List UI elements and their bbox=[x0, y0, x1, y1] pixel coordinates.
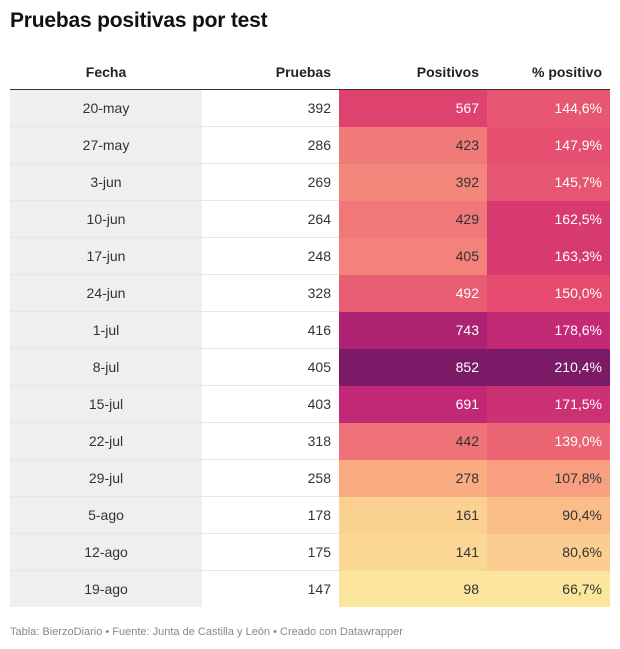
cell-pct-positivo: 210,4% bbox=[487, 348, 610, 386]
footer-credits: Tabla: BierzoDiario • Fuente: Junta de C… bbox=[10, 626, 403, 638]
header-row: Fecha Pruebas Positivos % positivo bbox=[10, 54, 610, 90]
cell-positivos: 852 bbox=[339, 348, 487, 386]
table-row: 27-may 286 423 147,9% bbox=[10, 126, 610, 164]
cell-positivos: 98 bbox=[339, 570, 487, 607]
cell-pruebas: 392 bbox=[202, 89, 339, 127]
cell-pruebas: 248 bbox=[202, 237, 339, 275]
cell-fecha: 24-jun bbox=[10, 274, 202, 312]
cell-positivos: 567 bbox=[339, 89, 487, 127]
table-row: 19-ago 147 98 66,7% bbox=[10, 570, 610, 607]
cell-pruebas: 318 bbox=[202, 422, 339, 460]
cell-fecha: 1-jul bbox=[10, 311, 202, 349]
cell-fecha: 10-jun bbox=[10, 200, 202, 238]
cell-pruebas: 178 bbox=[202, 496, 339, 534]
cell-pruebas: 328 bbox=[202, 274, 339, 312]
cell-pct-positivo: 178,6% bbox=[487, 311, 610, 349]
table-body: 20-may 392 567 144,6% 27-may 286 423 147,9% 3-ju… bbox=[10, 89, 610, 607]
cell-pruebas: 403 bbox=[202, 385, 339, 423]
cell-positivos: 392 bbox=[339, 163, 487, 201]
cell-pruebas: 264 bbox=[202, 200, 339, 238]
table-row: 3-jun 269 392 145,7% bbox=[10, 163, 610, 201]
cell-positivos: 141 bbox=[339, 533, 487, 571]
table-row: 20-may 392 567 144,6% bbox=[10, 89, 610, 127]
cell-positivos: 429 bbox=[339, 200, 487, 238]
cell-fecha: 15-jul bbox=[10, 385, 202, 423]
cell-pct-positivo: 147,9% bbox=[487, 126, 610, 164]
cell-pct-positivo: 171,5% bbox=[487, 385, 610, 423]
data-table: Fecha Pruebas Positivos % positivo 20-ma… bbox=[10, 54, 610, 607]
table-row: 5-ago 178 161 90,4% bbox=[10, 496, 610, 534]
cell-fecha: 12-ago bbox=[10, 533, 202, 571]
cell-pct-positivo: 80,6% bbox=[487, 533, 610, 571]
cell-fecha: 20-may bbox=[10, 89, 202, 127]
cell-positivos: 423 bbox=[339, 126, 487, 164]
cell-pruebas: 405 bbox=[202, 348, 339, 386]
col-header-pct-positivo[interactable]: % positivo bbox=[487, 54, 610, 90]
cell-positivos: 492 bbox=[339, 274, 487, 312]
table-row: 8-jul 405 852 210,4% bbox=[10, 348, 610, 386]
cell-positivos: 161 bbox=[339, 496, 487, 534]
cell-pruebas: 416 bbox=[202, 311, 339, 349]
cell-pruebas: 258 bbox=[202, 459, 339, 497]
cell-fecha: 29-jul bbox=[10, 459, 202, 497]
table-row: 1-jul 416 743 178,6% bbox=[10, 311, 610, 349]
cell-positivos: 743 bbox=[339, 311, 487, 349]
cell-pct-positivo: 163,3% bbox=[487, 237, 610, 275]
table-row: 12-ago 175 141 80,6% bbox=[10, 533, 610, 571]
chart-title: Pruebas positivas por test bbox=[10, 9, 268, 32]
table-row: 17-jun 248 405 163,3% bbox=[10, 237, 610, 275]
cell-fecha: 17-jun bbox=[10, 237, 202, 275]
table-row: 15-jul 403 691 171,5% bbox=[10, 385, 610, 423]
table-row: 24-jun 328 492 150,0% bbox=[10, 274, 610, 312]
cell-pct-positivo: 144,6% bbox=[487, 89, 610, 127]
cell-pct-positivo: 66,7% bbox=[487, 570, 610, 607]
col-header-positivos[interactable]: Positivos bbox=[339, 54, 487, 90]
table-row: 22-jul 318 442 139,0% bbox=[10, 422, 610, 460]
col-header-fecha[interactable]: Fecha bbox=[10, 54, 202, 90]
cell-pct-positivo: 139,0% bbox=[487, 422, 610, 460]
cell-fecha: 8-jul bbox=[10, 348, 202, 386]
cell-pruebas: 286 bbox=[202, 126, 339, 164]
cell-fecha: 19-ago bbox=[10, 570, 202, 607]
cell-fecha: 5-ago bbox=[10, 496, 202, 534]
cell-pct-positivo: 145,7% bbox=[487, 163, 610, 201]
cell-fecha: 3-jun bbox=[10, 163, 202, 201]
col-header-pruebas[interactable]: Pruebas bbox=[202, 54, 339, 90]
cell-pruebas: 269 bbox=[202, 163, 339, 201]
cell-positivos: 405 bbox=[339, 237, 487, 275]
cell-positivos: 691 bbox=[339, 385, 487, 423]
table-row: 10-jun 264 429 162,5% bbox=[10, 200, 610, 238]
table-row: 29-jul 258 278 107,8% bbox=[10, 459, 610, 497]
cell-pct-positivo: 107,8% bbox=[487, 459, 610, 497]
cell-positivos: 278 bbox=[339, 459, 487, 497]
cell-fecha: 22-jul bbox=[10, 422, 202, 460]
cell-pct-positivo: 90,4% bbox=[487, 496, 610, 534]
cell-positivos: 442 bbox=[339, 422, 487, 460]
cell-fecha: 27-may bbox=[10, 126, 202, 164]
cell-pruebas: 147 bbox=[307, 581, 331, 597]
cell-pct-positivo: 162,5% bbox=[487, 200, 610, 238]
cell-pct-positivo: 150,0% bbox=[487, 274, 610, 312]
cell-pruebas: 175 bbox=[202, 533, 339, 571]
